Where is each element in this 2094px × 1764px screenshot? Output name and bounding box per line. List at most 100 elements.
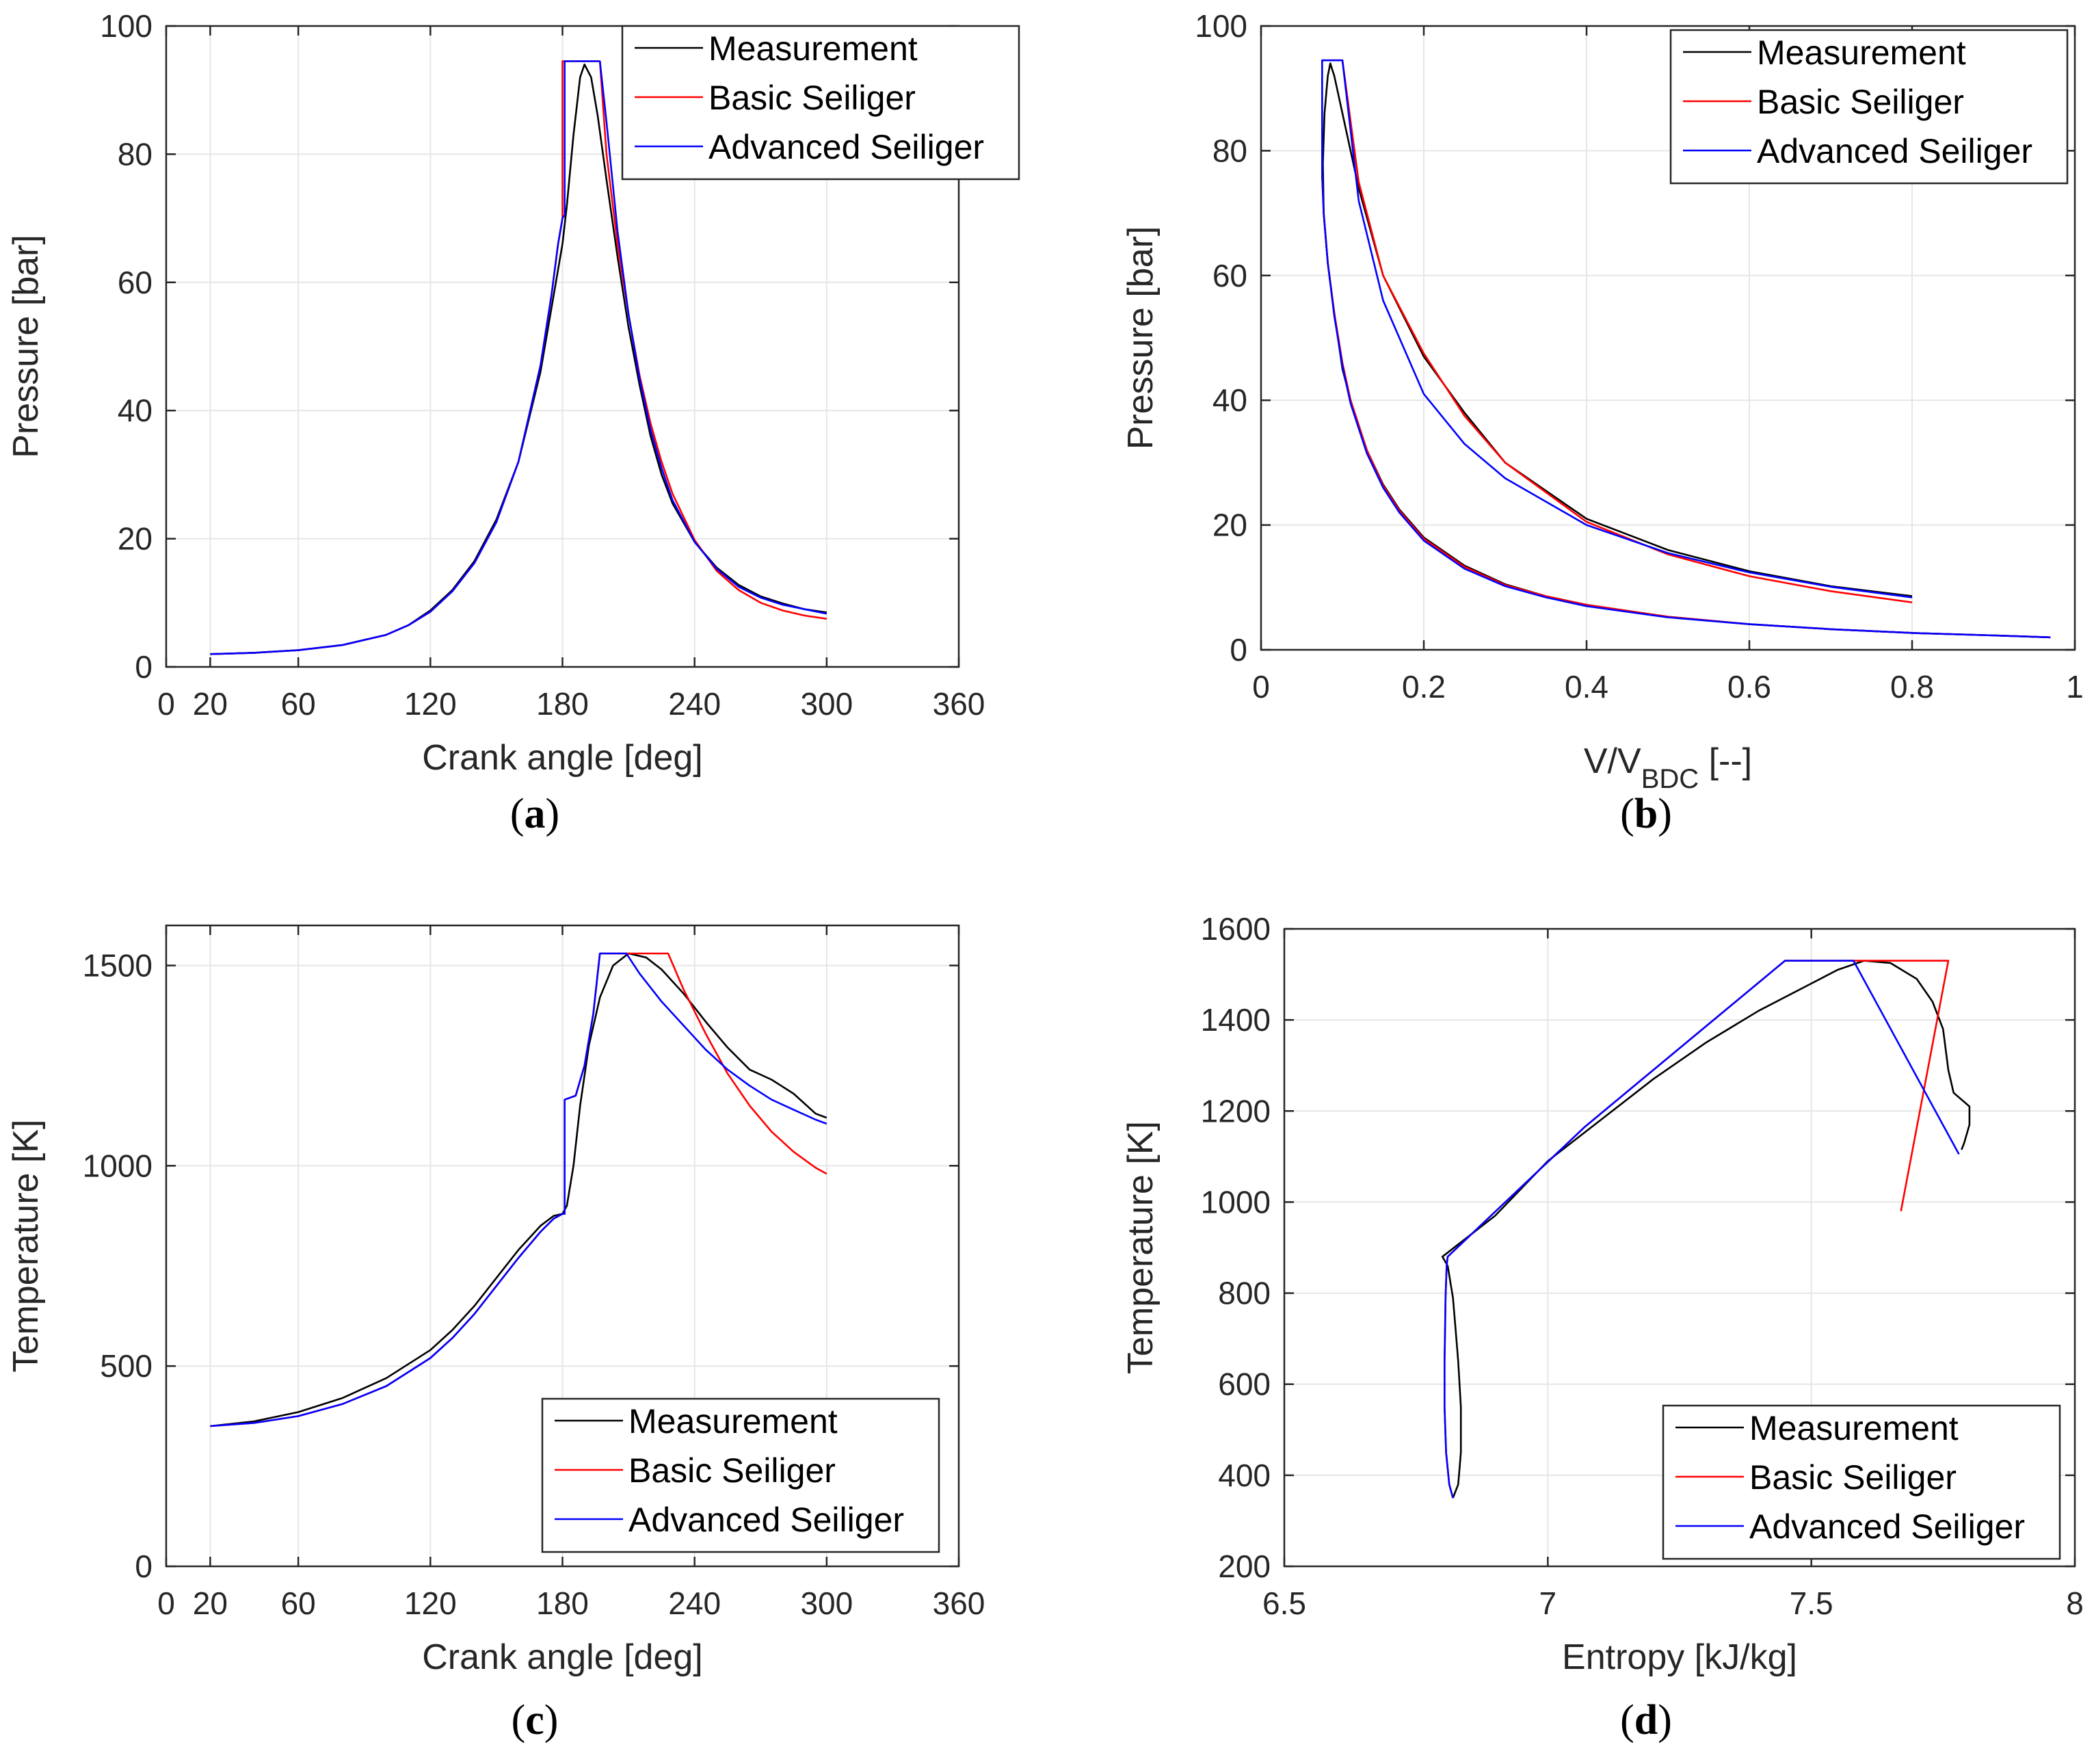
plot-frame [1260,25,2076,651]
y-tick-label: 1600 [1201,911,1271,947]
series-line-advanced-seiliger [1321,59,2051,639]
legend-box [1669,29,2069,185]
x-axis-label: Entropy [kJ/kg] [1562,1637,1797,1677]
y-tick-label: 40 [1212,382,1247,418]
x-tick-label: 8 [2066,1585,2084,1621]
y-tick-label: 1500 [83,948,153,984]
y-tick-label: 500 [100,1348,153,1384]
x-tick-label: 0 [157,1585,175,1621]
x-tick-label: 240 [668,686,721,722]
y-tick-label: 60 [118,265,153,300]
x-tick-label: 7.5 [1790,1585,1833,1621]
panel-label: (a) [510,791,559,837]
x-tick-label: 180 [536,1585,589,1621]
y-tick-label: 100 [100,8,153,44]
series-line-advanced-seiliger [210,952,827,1427]
x-tick-label: 1 [2066,669,2084,705]
legend-entry: Basic Seiliger [708,79,916,117]
series-line-advanced-seiliger [210,60,827,655]
y-tick-label: 60 [1212,258,1247,293]
legend-entry: Measurement [1757,34,1966,72]
y-tick-label: 600 [1218,1367,1271,1402]
y-tick-label: 0 [1230,632,1247,668]
legend: Measurement Basic Seiliger Advanced Seilig… [1662,1404,2061,1560]
series-line-basic-seiliger [210,952,827,1427]
x-tick-label: 180 [536,686,589,722]
x-axis-label: Crank angle [deg] [422,738,703,778]
y-tick-label: 80 [1212,133,1247,168]
x-tick-label: 60 [281,1585,316,1621]
series-line-measurement [1441,960,1971,1499]
x-tick-label: 300 [800,1585,853,1621]
legend-entry: Advanced Seiliger [1749,1508,2025,1546]
chart-panel-a: 0 20 60 120 180 240 300 360 0 20 40 60 80 100 Crank an… [6,8,1020,837]
legend-entry: Measurement [1749,1409,1959,1447]
series-group [210,952,827,1427]
x-tick-label: 0 [1252,669,1270,705]
x-tick-label: 6.5 [1262,1585,1306,1621]
legend-entry: Measurement [708,29,918,68]
y-tick-label: 100 [1195,8,1247,44]
x-axis-label: Crank angle [deg] [422,1637,703,1677]
chart-panel-c: 0 20 60 120 180 240 300 360 0 500 1000 1500 Crank an… [6,924,985,1743]
legend-entry: Advanced Seiliger [1757,132,2032,170]
legend: Measurement Basic Seiliger Advanced Seilig… [621,25,1020,181]
y-axis-label: Pressure [bar] [1121,226,1161,450]
y-tick-label: 20 [118,521,153,557]
y-axis-label: Temperature [K] [6,1120,46,1373]
y-tick-label: 200 [1218,1549,1271,1584]
plot-frame [1283,927,2076,1568]
y-tick-label: 0 [135,1549,153,1584]
x-tick-label: 20 [193,1585,228,1621]
y-tick-label: 40 [118,393,153,428]
legend-entry: Basic Seiliger [1749,1458,1957,1497]
series-group [1441,960,1971,1499]
series-group [210,60,827,655]
legend-entry: Basic Seiliger [1757,83,1964,121]
series-line-measurement [210,952,827,1427]
y-tick-label: 1400 [1201,1002,1271,1038]
legend-box [621,25,1020,181]
legend-entry: Advanced Seiliger [708,128,984,166]
x-tick-label: 360 [933,1585,985,1621]
x-tick-label: 0.6 [1727,669,1771,705]
x-tick-label: 0.4 [1565,669,1608,705]
legend-box [1662,1404,2061,1560]
legend-entry: Measurement [628,1402,838,1440]
y-tick-label: 1000 [83,1148,153,1183]
legend-box [541,1397,940,1553]
x-tick-label: 120 [404,686,457,722]
y-axis-label: Temperature [K] [1121,1121,1161,1374]
legend: Measurement Basic Seiliger Advanced Seilig… [541,1397,940,1553]
x-tick-label: 300 [800,686,853,722]
legend-entry: Advanced Seiliger [628,1501,904,1539]
x-tick-label: 0.2 [1402,669,1446,705]
panel-label: (c) [512,1697,559,1743]
x-tick-label: 60 [281,686,316,722]
series-group [1321,59,2051,639]
x-tick-label: 360 [933,686,985,722]
x-tick-label: 0 [157,686,175,722]
y-tick-label: 0 [135,649,153,685]
y-axis-label: Pressure [bar] [6,235,46,458]
chart-panel-b: 0 0.2 0.4 0.6 0.8 1 0 20 40 60 80 100 V/VBDC [--] Pre… [1121,8,2084,837]
y-tick-label: 80 [118,136,153,172]
y-tick-label: 1000 [1201,1184,1271,1220]
panel-label: (d) [1620,1697,1672,1743]
x-tick-label: 120 [404,1585,457,1621]
y-tick-label: 400 [1218,1458,1271,1493]
series-line-advanced-seiliger [1444,960,1960,1499]
y-tick-label: 1200 [1201,1093,1271,1129]
x-tick-label: 0.8 [1890,669,1934,705]
legend-entry: Basic Seiliger [628,1451,836,1490]
legend: Measurement Basic Seiliger Advanced Seilig… [1669,29,2069,185]
x-tick-label: 240 [668,1585,721,1621]
chart-panel-d: 6.5 7 7.5 8 200 400 600 800 1000 1200 1400 1600 Entr… [1121,911,2084,1743]
x-tick-label: 7 [1539,1585,1557,1621]
y-tick-label: 20 [1212,508,1247,543]
x-axis-label: V/VBDC [--] [1584,741,1752,794]
y-tick-label: 800 [1218,1276,1271,1311]
panel-label: (b) [1620,791,1672,837]
